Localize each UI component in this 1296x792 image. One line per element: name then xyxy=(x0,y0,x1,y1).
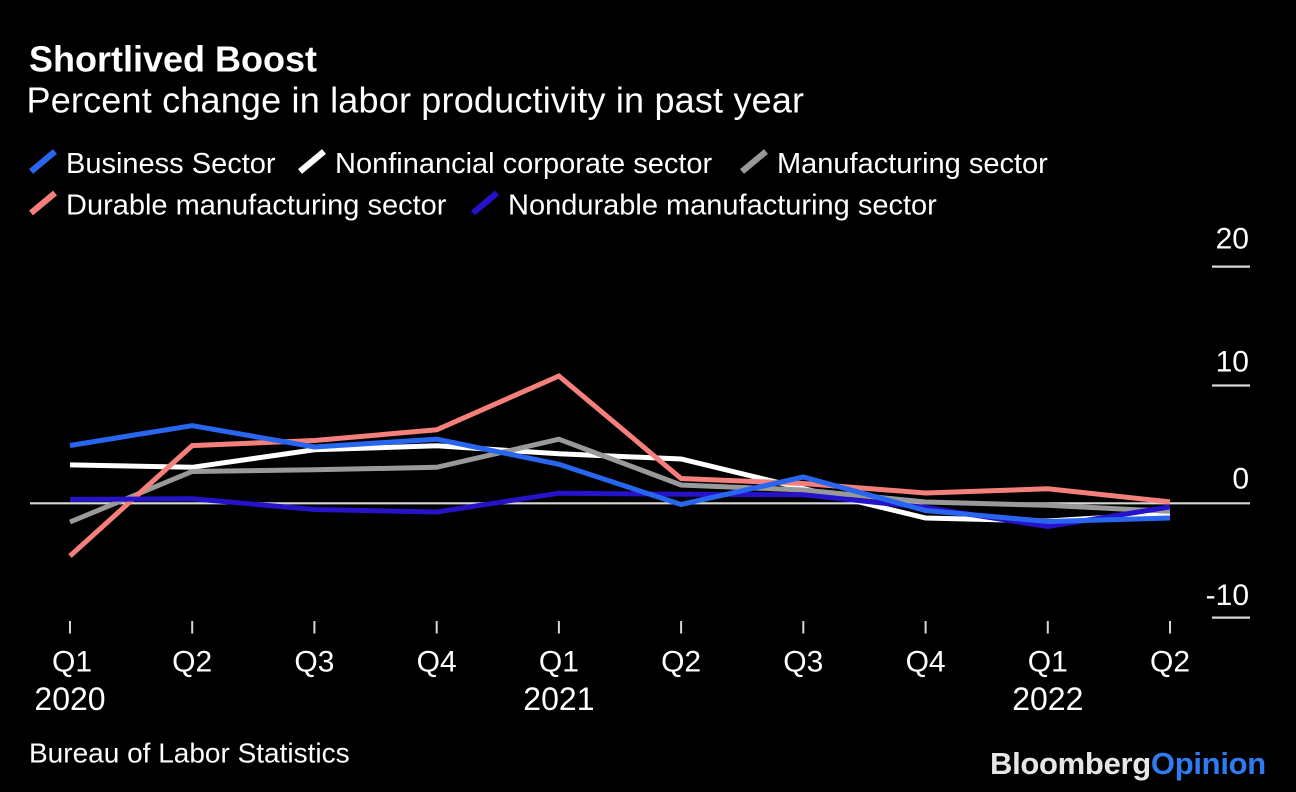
svg-text:Durable manufacturing sector: Durable manufacturing sector xyxy=(66,190,447,222)
svg-text:Manufacturing sector: Manufacturing sector xyxy=(777,148,1048,180)
svg-text:2020: 2020 xyxy=(34,681,105,717)
svg-text:Q1: Q1 xyxy=(52,646,92,679)
svg-text:Q3: Q3 xyxy=(783,646,823,679)
svg-text:Q4: Q4 xyxy=(417,646,457,679)
svg-text:2021: 2021 xyxy=(523,681,594,717)
svg-text:Shortlived Boost: Shortlived Boost xyxy=(29,39,317,80)
svg-text:Q2: Q2 xyxy=(661,646,701,679)
svg-text:BloombergOpinion: BloombergOpinion xyxy=(990,746,1266,781)
svg-text:2022: 2022 xyxy=(1012,681,1083,717)
svg-text:Nondurable manufacturing secto: Nondurable manufacturing sector xyxy=(508,190,937,222)
svg-text:0: 0 xyxy=(1232,463,1249,496)
svg-text:Q2: Q2 xyxy=(172,646,212,679)
svg-text:-10: -10 xyxy=(1206,579,1249,612)
svg-text:Q1: Q1 xyxy=(1028,646,1068,679)
svg-text:Q2: Q2 xyxy=(1150,646,1190,679)
svg-text:10: 10 xyxy=(1216,346,1249,379)
svg-text:Percent change in labor produc: Percent change in labor productivity in … xyxy=(27,79,805,120)
svg-text:Q1: Q1 xyxy=(539,646,579,679)
svg-text:20: 20 xyxy=(1216,223,1249,256)
svg-text:Bureau of Labor Statistics: Bureau of Labor Statistics xyxy=(29,738,350,769)
svg-text:Business Sector: Business Sector xyxy=(66,148,276,180)
svg-text:Q4: Q4 xyxy=(906,646,946,679)
svg-text:Nonfinancial corporate sector: Nonfinancial corporate sector xyxy=(335,148,713,180)
svg-text:Q3: Q3 xyxy=(294,646,334,679)
